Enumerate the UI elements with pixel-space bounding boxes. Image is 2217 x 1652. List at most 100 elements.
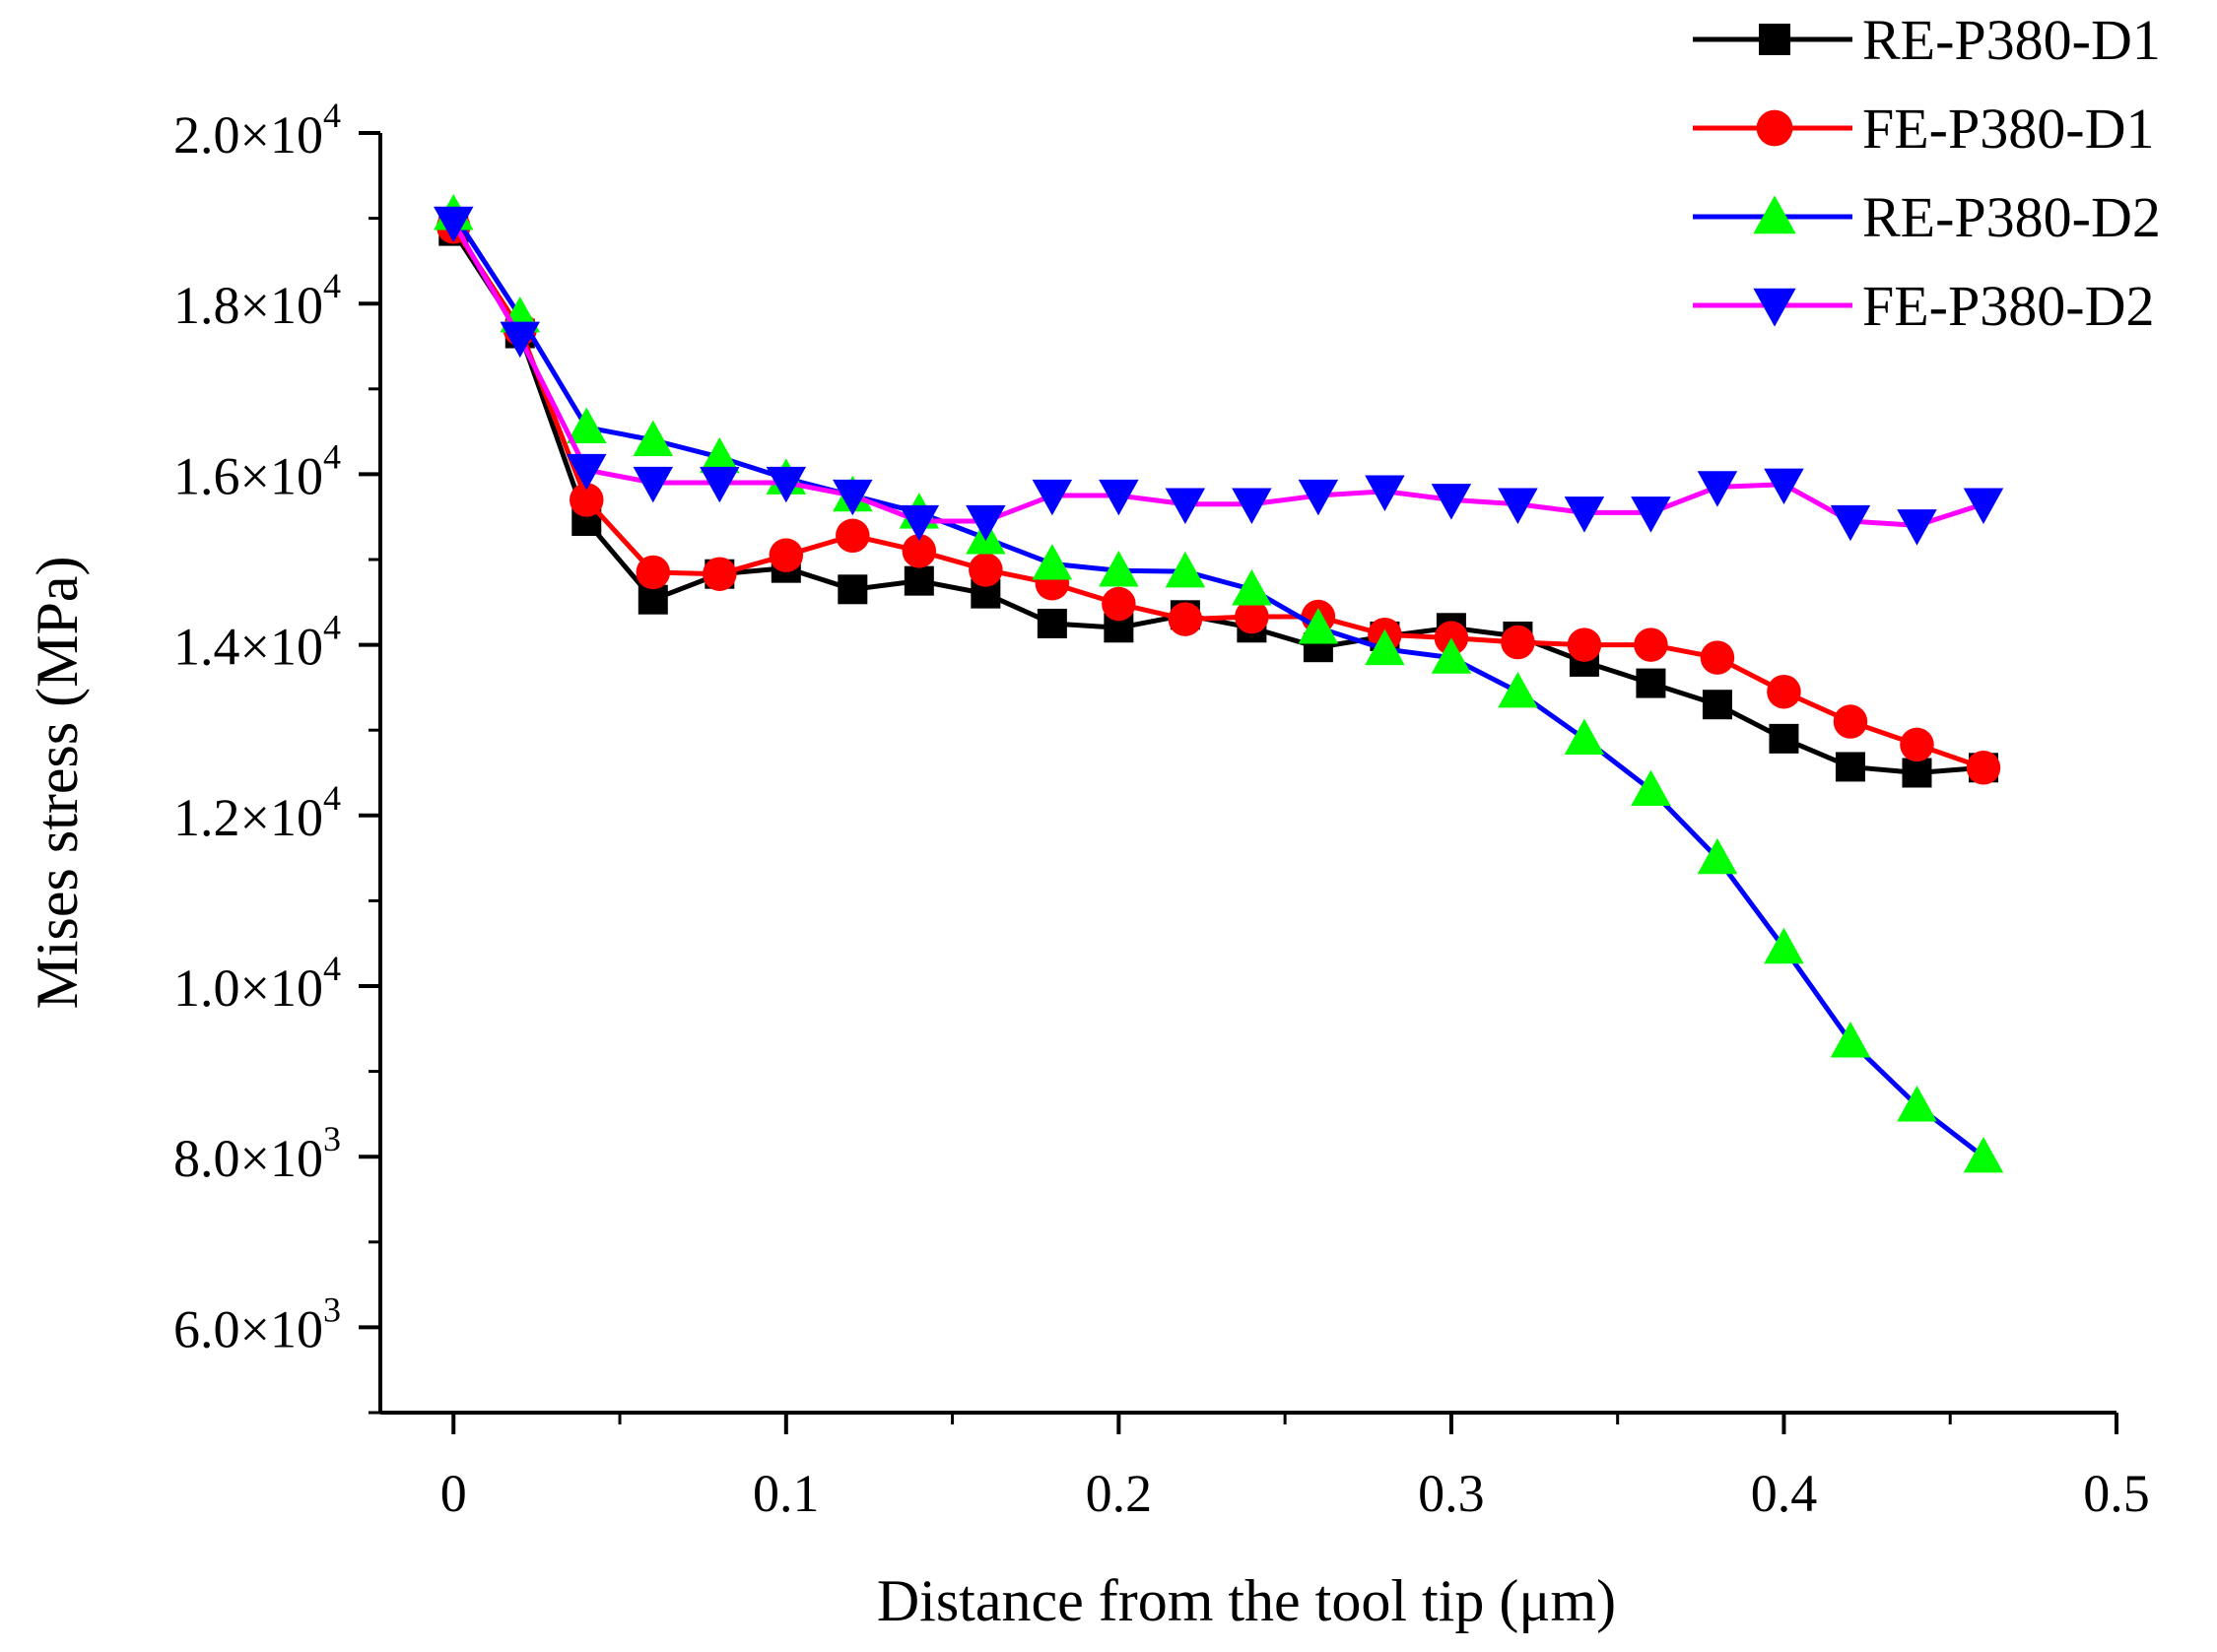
data-point xyxy=(633,466,674,503)
legend-entry: FE-P380-D1 xyxy=(1693,97,2154,161)
legend: RE-P380-D1 FE-P380-D1 RE-P380-D2 FE-P380-D2 xyxy=(1693,8,2161,338)
data-point xyxy=(1431,637,1472,674)
y-tick-mantissa: 6.0 xyxy=(173,1299,240,1358)
y-tick-label: 1.8×104 xyxy=(173,266,341,335)
y-tick-mantissa: 2.0 xyxy=(173,105,240,165)
axes: 0 0.1 0.2 0.3 0.4 0.56.0×1038.0×1031.0×1041.2… xyxy=(25,96,2150,1633)
data-point xyxy=(1037,608,1067,638)
y-tick-mantissa: 8.0 xyxy=(173,1129,240,1188)
y-tick-mantissa: 1.2 xyxy=(173,788,240,847)
data-point xyxy=(1897,509,1937,546)
data-point xyxy=(966,504,1006,542)
data-point xyxy=(899,504,940,542)
data-point xyxy=(633,420,674,456)
data-point xyxy=(1767,674,1801,709)
data-point xyxy=(1835,752,1865,782)
data-point xyxy=(1501,625,1535,660)
data-point xyxy=(636,555,671,590)
x-tick-label: 0.1 xyxy=(753,1464,820,1523)
x-tick-label: 0.3 xyxy=(1418,1464,1485,1523)
y-tick-label: 1.6×104 xyxy=(173,436,341,505)
y-tick-mantissa: 1.8 xyxy=(173,276,240,335)
legend-label: FE-P380-D1 xyxy=(1862,97,2154,161)
data-point xyxy=(1099,479,1139,516)
data-point xyxy=(1235,599,1269,634)
y-tick-times-ten: ×10 xyxy=(240,788,323,847)
y-tick-exponent: 4 xyxy=(323,266,341,305)
data-point xyxy=(902,534,937,568)
legend-label: FE-P380-D2 xyxy=(1862,274,2154,338)
data-point xyxy=(1298,479,1339,516)
data-point xyxy=(1099,551,1139,587)
data-point xyxy=(1769,723,1799,754)
y-tick-times-ten: ×10 xyxy=(240,276,323,335)
y-tick-label: 1.4×104 xyxy=(173,608,341,677)
series-line xyxy=(451,225,1984,770)
legend-entry: RE-P380-D1 xyxy=(1693,8,2161,72)
data-point xyxy=(1567,628,1602,662)
data-point xyxy=(570,483,604,517)
data-point xyxy=(1165,551,1206,588)
y-tick-times-ten: ×10 xyxy=(240,1299,323,1358)
data-point xyxy=(1902,758,1932,788)
legend-entry: RE-P380-D2 xyxy=(1693,185,2161,249)
data-point xyxy=(1830,1022,1871,1058)
y-tick-times-ten: ×10 xyxy=(240,105,323,165)
y-tick-label: 1.0×104 xyxy=(173,949,341,1018)
y-tick-times-ten: ×10 xyxy=(240,1129,323,1188)
data-point xyxy=(1032,544,1073,580)
data-point xyxy=(904,565,934,596)
data-point xyxy=(567,407,607,443)
data-point xyxy=(1631,496,1671,533)
data-point xyxy=(500,321,541,359)
y-tick-exponent: 3 xyxy=(323,1289,341,1329)
y-tick-label: 1.2×104 xyxy=(173,778,341,847)
data-point xyxy=(1700,640,1735,675)
y-tick-label: 6.0×103 xyxy=(173,1289,341,1358)
data-point xyxy=(1232,569,1272,606)
legend-marker xyxy=(1756,109,1793,147)
legend-label: RE-P380-D2 xyxy=(1862,185,2161,249)
data-point xyxy=(1963,488,2004,524)
series-FE-P380-D2 xyxy=(434,206,2004,546)
data-point xyxy=(1498,671,1538,708)
data-point xyxy=(969,553,1003,587)
data-point xyxy=(1365,475,1405,511)
data-point xyxy=(1168,602,1203,636)
data-point xyxy=(1697,837,1738,875)
data-point xyxy=(1966,751,2001,785)
legend-marker xyxy=(1759,24,1790,55)
data-point xyxy=(1702,690,1732,720)
data-point xyxy=(833,479,873,516)
data-point xyxy=(1963,1136,2004,1173)
y-tick-mantissa: 1.6 xyxy=(173,446,240,505)
data-point xyxy=(838,574,868,605)
x-tick-label: 0.4 xyxy=(1751,1464,1818,1523)
data-point xyxy=(1102,586,1136,622)
data-point xyxy=(769,538,804,572)
y-tick-exponent: 4 xyxy=(323,96,341,135)
legend-marker xyxy=(1753,288,1796,327)
data-point xyxy=(1897,1085,1937,1122)
data-point xyxy=(1564,718,1605,756)
y-tick-mantissa: 1.0 xyxy=(173,958,240,1018)
data-point xyxy=(1564,496,1605,533)
y-tick-exponent: 4 xyxy=(323,778,341,818)
legend-entry: FE-P380-D2 xyxy=(1693,274,2154,338)
legend-marker xyxy=(1753,195,1796,234)
plot-area xyxy=(434,194,2004,1173)
data-point xyxy=(1634,628,1668,662)
legend-label: RE-P380-D1 xyxy=(1862,8,2161,72)
y-tick-exponent: 4 xyxy=(323,608,341,647)
data-point xyxy=(836,518,870,554)
data-point xyxy=(1697,471,1738,507)
y-tick-exponent: 4 xyxy=(323,949,341,988)
y-tick-times-ten: ×10 xyxy=(240,958,323,1018)
data-point xyxy=(1833,704,1868,739)
y-tick-times-ten: ×10 xyxy=(240,618,323,677)
y-tick-label: 8.0×103 xyxy=(173,1119,341,1188)
data-point xyxy=(703,557,737,591)
data-point xyxy=(567,453,607,491)
data-point xyxy=(1032,479,1073,516)
y-tick-mantissa: 1.4 xyxy=(173,618,240,677)
